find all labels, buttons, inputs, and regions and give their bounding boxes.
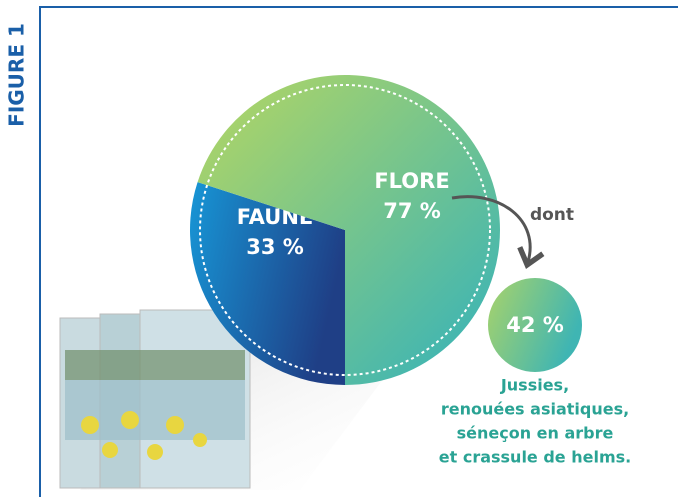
detail-text: séneçon en arbre bbox=[457, 424, 614, 443]
detail-text: et crassule de helms. bbox=[439, 448, 631, 467]
slice-value-label: 33 % bbox=[246, 235, 304, 259]
slice-value-label: 77 % bbox=[383, 199, 441, 223]
annotation: dont bbox=[530, 205, 574, 225]
detail-text: Jussies, bbox=[500, 376, 569, 395]
detail-value-label: 42 % bbox=[506, 313, 564, 337]
slice-label: FLORE bbox=[374, 169, 449, 193]
figure-label: FIGURE 1 bbox=[5, 23, 29, 127]
detail-text: renouées asiatiques, bbox=[441, 400, 629, 419]
brochure-image bbox=[60, 310, 250, 488]
figure: FIGURE 1 FAUNE33 %FLORE77 % dont 42 %Jus… bbox=[0, 0, 678, 497]
